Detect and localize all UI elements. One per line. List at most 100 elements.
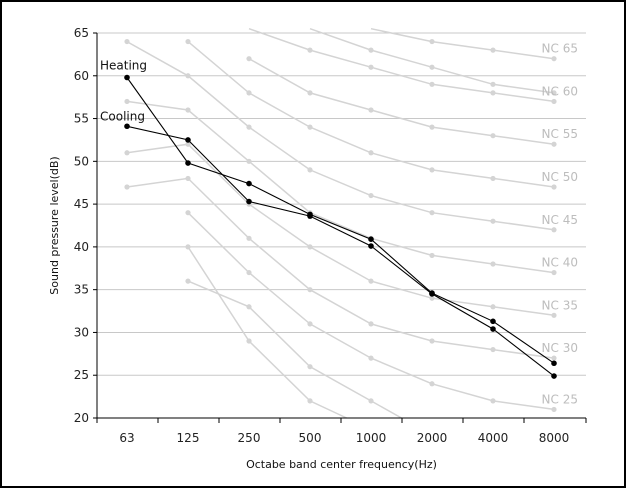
nc-curve-30-point-4 bbox=[368, 278, 374, 284]
nc-curve-50-point-2 bbox=[368, 107, 374, 113]
nc-label-2: NC 55 bbox=[542, 127, 578, 141]
series-line-cooling bbox=[126, 125, 555, 377]
series-point-heating-4000 bbox=[490, 318, 496, 325]
nc-curve-low-15-point-4 bbox=[429, 381, 435, 387]
nc-curve-35-point-2 bbox=[246, 158, 252, 164]
nc-curve-55-point-2 bbox=[368, 64, 374, 70]
nc-curve-40-point-1 bbox=[185, 73, 191, 79]
nc-curve-low-15 bbox=[187, 212, 555, 411]
series-point-cooling-500 bbox=[307, 213, 313, 219]
nc-curve-25 bbox=[126, 177, 555, 359]
nc-curve-30-point-5 bbox=[429, 295, 435, 301]
nc-curve-low-20-point-2 bbox=[307, 364, 313, 370]
series-point-cooling-125 bbox=[185, 137, 191, 143]
series-point-cooling-1000 bbox=[368, 243, 374, 249]
nc-curve-50 bbox=[248, 58, 555, 145]
nc-curve-50-point-3 bbox=[429, 124, 435, 130]
nc-curve-low-15-point-1 bbox=[246, 269, 252, 276]
nc-curve-50-point-5 bbox=[551, 141, 557, 147]
y-tick-label-55: 55 bbox=[74, 112, 89, 126]
nc-curve-low-10-point-1 bbox=[246, 338, 252, 344]
nc-curve-35-point-6 bbox=[490, 261, 496, 267]
nc-curve-low-15-point-2 bbox=[307, 321, 313, 327]
nc-label-6: NC 35 bbox=[542, 298, 578, 312]
nc-curve-35-point-0 bbox=[124, 98, 130, 105]
nc-curve-40-point-0 bbox=[124, 38, 130, 45]
nc-label-4: NC 45 bbox=[542, 213, 578, 227]
nc-curve-low-20-point-1 bbox=[246, 304, 252, 310]
nc-curve-low-10-point-2 bbox=[307, 398, 313, 404]
nc-curve-25-point-1 bbox=[185, 175, 191, 182]
series-point-cooling-63 bbox=[124, 123, 130, 130]
nc-curve-55-point-4 bbox=[490, 90, 496, 96]
nc-curve-45-point-0 bbox=[185, 38, 191, 45]
y-tick-label-20: 20 bbox=[74, 411, 89, 425]
nc-curve-40-point-3 bbox=[307, 167, 313, 173]
y-tick-label-40: 40 bbox=[74, 240, 89, 254]
nc-curve-low-15-point-0 bbox=[185, 210, 191, 216]
nc-curve-low-15-point-3 bbox=[368, 355, 374, 361]
nc-curve-55-point-3 bbox=[429, 81, 435, 87]
series-line-heating bbox=[126, 77, 555, 364]
x-axis-label: Octabe band center frequency(Hz) bbox=[246, 458, 437, 471]
measured-series: Heating Cooling bbox=[100, 58, 557, 379]
nc-curve-low-10-point-0 bbox=[185, 244, 191, 250]
y-tick-label-60: 60 bbox=[74, 69, 89, 83]
nc-curve-45-point-6 bbox=[551, 184, 557, 190]
nc-label-3: NC 50 bbox=[542, 170, 578, 184]
series-point-heating-63 bbox=[124, 74, 130, 81]
nc-curve-30-point-0 bbox=[124, 150, 130, 156]
x-tick-label-8000: 8000 bbox=[539, 431, 570, 445]
nc-curve-40 bbox=[126, 40, 555, 231]
nc-curve-55 bbox=[248, 27, 555, 103]
x-tick-label-4000: 4000 bbox=[478, 431, 509, 445]
nc-curve-40-point-6 bbox=[490, 218, 496, 224]
nc-curve-40-point-2 bbox=[246, 124, 252, 130]
nc-curve-40-point-7 bbox=[551, 227, 557, 233]
nc-curve-50-point-4 bbox=[490, 133, 496, 139]
nc-curve-50-point-0 bbox=[246, 56, 252, 62]
nc-curve-50-point-1 bbox=[307, 90, 313, 96]
nc-curve-45-point-2 bbox=[307, 124, 313, 130]
x-tick-label-125: 125 bbox=[177, 431, 200, 445]
nc-curve-60-point-4 bbox=[551, 90, 557, 96]
nc-curve-25-point-0 bbox=[124, 184, 130, 190]
nc-curve-45-point-5 bbox=[490, 175, 496, 182]
nc-curve-35-point-7 bbox=[551, 269, 557, 276]
nc-curve-25-point-4 bbox=[368, 321, 374, 327]
nc-curve-low-15-point-5 bbox=[490, 398, 496, 404]
x-tick-label-63: 63 bbox=[119, 431, 134, 445]
nc-curve-low-20-point-0 bbox=[185, 278, 191, 284]
nc-curve-low-20-point-3 bbox=[368, 398, 374, 404]
nc-curve-65-point-3 bbox=[551, 56, 557, 62]
nc-curve-25-point-5 bbox=[429, 338, 435, 344]
nc-reference-curves: NC 65 NC 60 NC 55 NC 50 NC 45 NC 40 NC 35 NC 30… bbox=[124, 27, 578, 419]
nc-label-0: NC 65 bbox=[542, 42, 578, 56]
y-tick-label-50: 50 bbox=[74, 154, 89, 168]
series-point-cooling-2000 bbox=[429, 291, 435, 297]
nc-curve-65 bbox=[370, 27, 555, 60]
nc-label-1: NC 60 bbox=[542, 84, 578, 98]
nc-curve-30 bbox=[126, 143, 555, 317]
nc-curve-55-point-1 bbox=[307, 47, 313, 53]
nc-curve-60-point-1 bbox=[368, 47, 374, 53]
nc-curve-60-point-2 bbox=[429, 64, 435, 70]
y-tick-label-30: 30 bbox=[74, 325, 89, 339]
series-point-cooling-250 bbox=[246, 198, 252, 205]
nc-curve-30-point-3 bbox=[307, 244, 313, 250]
nc-label-7: NC 30 bbox=[542, 341, 578, 355]
nc-curve-45 bbox=[187, 41, 555, 188]
nc-curve-65-point-2 bbox=[490, 47, 496, 53]
x-tick-label-1000: 1000 bbox=[356, 431, 387, 445]
x-tick-label-500: 500 bbox=[299, 431, 322, 445]
nc-curve-30-point-7 bbox=[551, 312, 557, 318]
nc-curve-60-point-3 bbox=[490, 81, 496, 87]
series-label-heating: Heating bbox=[100, 58, 147, 72]
nc-curve-25-point-6 bbox=[490, 346, 496, 353]
nc-curve-25-point-3 bbox=[307, 287, 313, 293]
series-point-cooling-4000 bbox=[490, 326, 496, 332]
nc-curve-40-point-5 bbox=[429, 210, 435, 216]
x-tick-label-250: 250 bbox=[238, 431, 261, 445]
series-point-cooling-8000 bbox=[551, 373, 557, 379]
